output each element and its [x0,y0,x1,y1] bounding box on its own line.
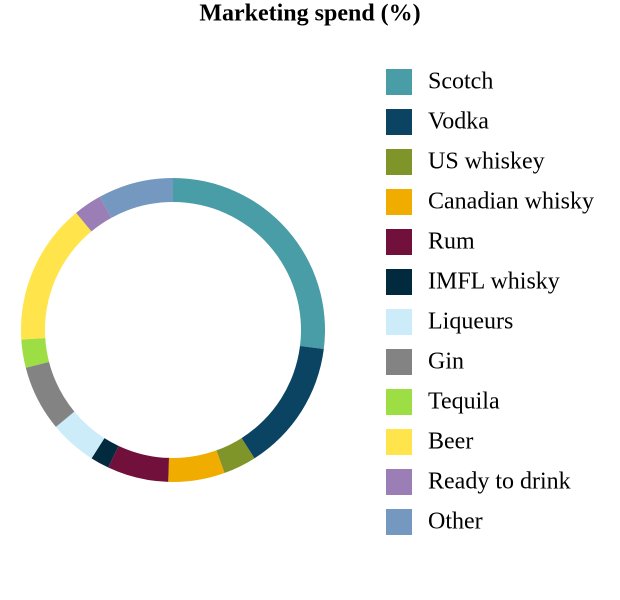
legend-swatch [386,229,412,255]
legend-swatch [386,509,412,535]
legend-label: US whiskey [428,149,545,175]
donut-segment [76,196,112,232]
legend-label: IMFL whisky [428,269,560,295]
legend-swatch [386,269,412,295]
donut-segment [21,338,50,368]
legend-label: Scotch [428,69,493,95]
donut-segment [216,438,255,474]
legend-label: Other [428,509,483,535]
legend-swatch [386,69,412,95]
legend-label: Canadian whisky [428,189,594,215]
donut-segment [91,438,119,468]
legend-swatch [386,189,412,215]
legend-swatch [386,309,412,335]
donut-segment [20,212,92,340]
legend-label: Liqueurs [428,309,513,335]
donut-segment [55,411,105,459]
donut-segment [168,450,225,482]
legend-label: Rum [428,229,475,255]
legend-swatch [386,149,412,175]
legend-swatch [386,109,412,135]
donut-segment [173,178,325,350]
legend-swatch [386,469,412,495]
legend-swatch [386,349,412,375]
legend-label: Vodka [428,109,489,135]
donut-segment [99,178,173,218]
legend-label: Gin [428,349,464,375]
chart-title: Marketing spend (%) [199,1,420,27]
legend-swatch [386,389,412,415]
legend-label: Tequila [428,389,500,415]
legend-label: Beer [428,429,473,455]
donut-segment [241,346,324,459]
legend-label: Ready to drink [428,469,571,495]
donut-segment [108,445,169,482]
donut-segment [25,361,75,427]
legend-swatch [386,429,412,455]
